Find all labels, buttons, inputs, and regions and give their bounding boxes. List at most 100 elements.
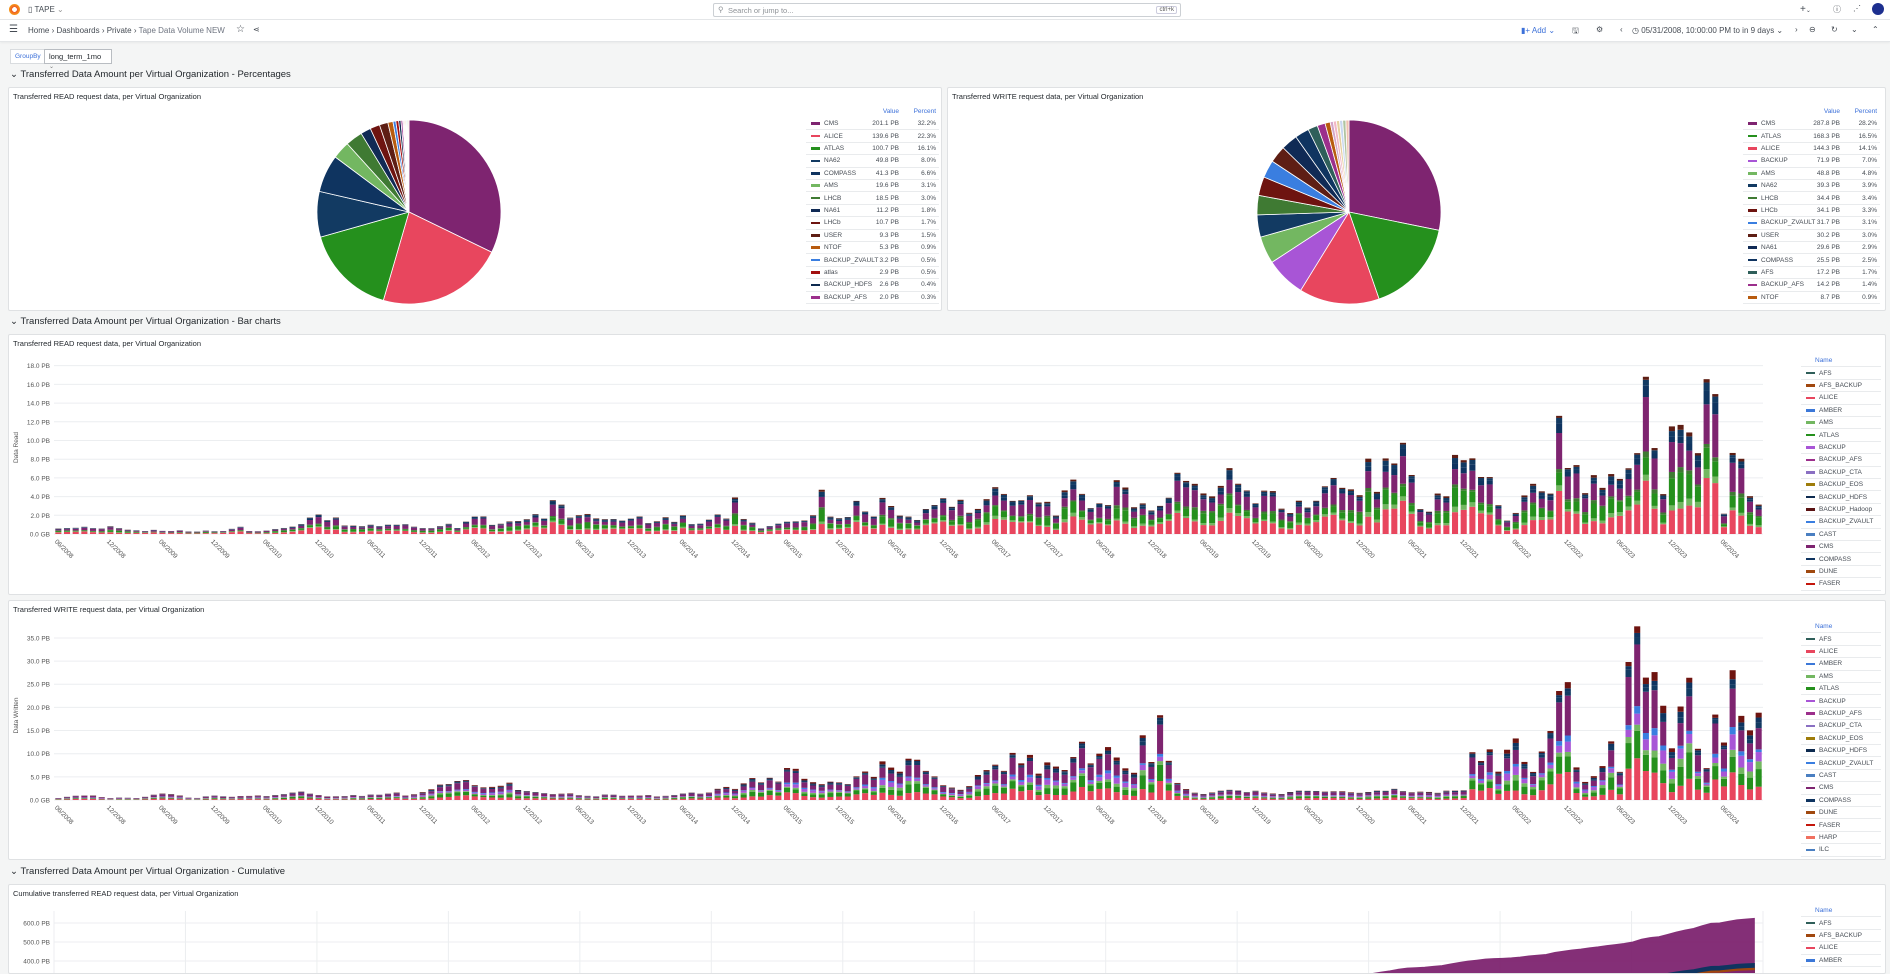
bar-segment-cms[interactable] <box>1105 754 1111 770</box>
bar-segment-cms[interactable] <box>1174 785 1180 791</box>
bar-segment-ams[interactable] <box>1652 751 1658 758</box>
legend-row[interactable]: DUNE <box>1801 566 1881 578</box>
bar-segment-na62[interactable] <box>1200 495 1206 497</box>
bar-segment-ams[interactable] <box>1001 517 1007 519</box>
bar-segment-cms[interactable] <box>897 519 903 523</box>
bar-segment-atlas[interactable] <box>99 531 105 532</box>
bar-stack[interactable] <box>1313 501 1319 534</box>
bar-stack[interactable] <box>663 517 669 534</box>
bar-segment-alice[interactable] <box>177 533 183 534</box>
grafana-logo-icon[interactable] <box>9 4 20 15</box>
bar-segment-ams[interactable] <box>368 531 374 532</box>
bar-segment-ams[interactable] <box>1521 523 1527 525</box>
bar-segment-alice[interactable] <box>281 532 287 534</box>
bar-segment-ams[interactable] <box>1166 783 1172 784</box>
bar-stack[interactable] <box>368 525 374 534</box>
bar-segment-cms[interactable] <box>1495 509 1501 519</box>
bar-segment-alice[interactable] <box>1261 521 1267 534</box>
bar-segment-na62[interactable] <box>1469 755 1475 758</box>
bar-segment-ams[interactable] <box>1547 517 1553 519</box>
bar-segment-cms[interactable] <box>1244 793 1250 796</box>
bar-segment-ams[interactable] <box>1305 524 1311 526</box>
bar-segment-cms[interactable] <box>1322 793 1328 796</box>
bar-segment-ams[interactable] <box>1348 797 1354 798</box>
bar-segment-alice[interactable] <box>298 798 304 800</box>
bar-segment-backup_zvault[interactable] <box>1504 771 1510 774</box>
bar-segment-alice[interactable] <box>264 533 270 534</box>
bar-segment-cms[interactable] <box>1409 793 1415 796</box>
bar-segment-alice[interactable] <box>1599 523 1605 534</box>
bar-segment-user[interactable] <box>1435 494 1441 496</box>
bar-segment-alice[interactable] <box>611 529 617 534</box>
bar-segment-compass[interactable] <box>767 527 773 528</box>
bar-segment-compass[interactable] <box>1157 718 1163 720</box>
bar-stack[interactable] <box>211 796 217 800</box>
bar-segment-alice[interactable] <box>1070 792 1076 800</box>
bar-segment-alice[interactable] <box>576 799 582 800</box>
bar-segment-backup_zvault[interactable] <box>914 778 920 779</box>
bar-segment-ams[interactable] <box>1287 528 1293 529</box>
bar-segment-atlas[interactable] <box>1660 771 1666 784</box>
bar-segment-cms[interactable] <box>246 796 252 797</box>
bar-stack[interactable] <box>1122 768 1128 800</box>
bar-segment-na62[interactable] <box>1669 755 1675 758</box>
bar-segment-na62[interactable] <box>1678 430 1684 437</box>
bar-segment-cms[interactable] <box>567 520 573 526</box>
bar-segment-cms[interactable] <box>99 529 105 531</box>
bar-segment-user[interactable] <box>741 519 747 520</box>
bar-segment-backup_zvault[interactable] <box>1001 784 1007 785</box>
bar-segment-ams[interactable] <box>1244 516 1250 518</box>
bar-segment-user[interactable] <box>1235 484 1241 485</box>
bar-segment-na62[interactable] <box>680 516 686 517</box>
bar-stack[interactable] <box>775 524 781 534</box>
bar-segment-atlas[interactable] <box>177 532 183 533</box>
bar-segment-alice[interactable] <box>472 528 478 534</box>
bar-segment-ams[interactable] <box>1157 522 1163 524</box>
bar-segment-cms[interactable] <box>1062 775 1068 783</box>
bar-segment-compass[interactable] <box>1756 718 1762 723</box>
bar-segment-atlas[interactable] <box>1088 785 1094 791</box>
bar-segment-cms[interactable] <box>99 798 105 799</box>
bar-segment-cms[interactable] <box>1617 775 1623 784</box>
bar-segment-alice[interactable] <box>819 798 825 800</box>
bar-segment-alice[interactable] <box>237 531 243 534</box>
bar-stack[interactable] <box>637 796 643 800</box>
bar-segment-alice[interactable] <box>689 798 695 800</box>
bar-segment-alice[interactable] <box>1582 524 1588 534</box>
bar-segment-backup[interactable] <box>1634 714 1640 725</box>
star-icon[interactable]: ☆ <box>236 24 245 35</box>
bar-segment-lhcb[interactable] <box>1721 523 1727 524</box>
bar-stack[interactable] <box>463 522 469 534</box>
bar-segment-na62[interactable] <box>949 508 955 509</box>
bar-stack[interactable] <box>1200 794 1206 800</box>
bar-segment-lhcb[interactable] <box>1660 706 1666 713</box>
bar-segment-lhcb[interactable] <box>1374 508 1380 510</box>
bar-segment-na62[interactable] <box>1686 688 1692 696</box>
bar-segment-lhcb[interactable] <box>1573 498 1579 501</box>
bar-segment-cms[interactable] <box>689 793 695 796</box>
bar-segment-cms[interactable] <box>654 797 660 798</box>
bar-segment-lhcb[interactable] <box>801 527 807 528</box>
bar-segment-alice[interactable] <box>1504 531 1510 534</box>
bar-stack[interactable] <box>1426 792 1432 800</box>
bar-stack[interactable] <box>845 784 851 800</box>
bar-segment-compass[interactable] <box>1539 495 1545 498</box>
bar-segment-cms[interactable] <box>1539 499 1545 508</box>
bar-segment-ams[interactable] <box>1704 469 1710 478</box>
bar-segment-alice[interactable] <box>1495 794 1501 800</box>
bar-segment-alice[interactable] <box>159 798 165 800</box>
bar-segment-backup_zvault[interactable] <box>1539 773 1545 774</box>
bar-segment-backup_zvault[interactable] <box>480 793 486 794</box>
bar-segment-cms[interactable] <box>715 517 721 524</box>
bar-segment-atlas[interactable] <box>1573 789 1579 793</box>
bar-segment-na62[interactable] <box>1322 487 1328 489</box>
bar-segment-cms[interactable] <box>394 793 400 796</box>
bar-segment-cms[interactable] <box>1062 498 1068 507</box>
bar-segment-na62[interactable] <box>1235 485 1241 488</box>
bar-segment-backup[interactable] <box>975 786 981 789</box>
bar-segment-atlas[interactable] <box>1712 766 1718 779</box>
bar-segment-ams[interactable] <box>931 522 937 523</box>
bar-stack[interactable] <box>1070 480 1076 534</box>
